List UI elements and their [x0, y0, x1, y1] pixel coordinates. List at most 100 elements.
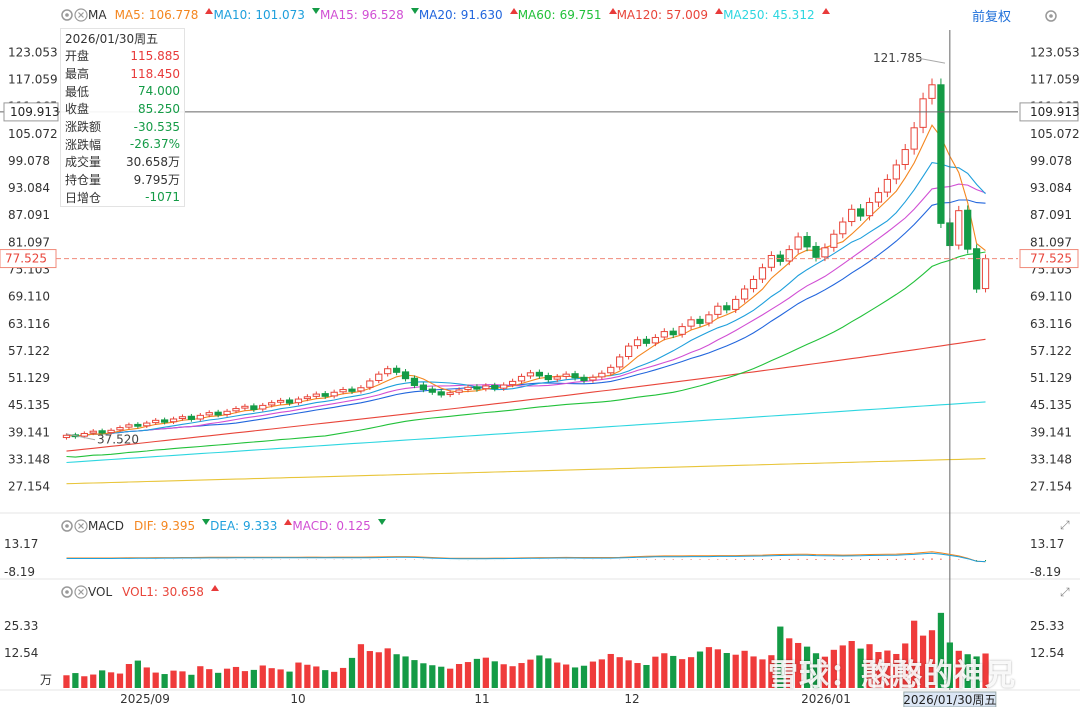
volume-bar	[866, 644, 873, 688]
volume-bar	[902, 643, 909, 688]
candle-up	[848, 208, 856, 223]
candle-up	[303, 396, 312, 400]
volume-bar	[500, 664, 507, 688]
ma-line-yellow	[66, 458, 986, 485]
candle-up	[500, 384, 508, 389]
settings-icon[interactable]	[60, 585, 74, 599]
crosshair-date-box	[903, 691, 997, 707]
volume-bar	[982, 653, 989, 688]
dea-line	[66, 552, 986, 563]
volume-bar	[464, 662, 472, 688]
candle-up	[892, 164, 900, 180]
settings-icon[interactable]	[60, 8, 74, 22]
volume-bar	[687, 657, 695, 688]
vol-indicator-name: VOL	[88, 585, 113, 599]
volume-bar	[90, 674, 97, 688]
adjust-button[interactable]: 前复权	[972, 10, 1012, 25]
candle-up	[526, 372, 535, 377]
candle-down	[134, 423, 142, 427]
ohlc-label: 最高	[65, 67, 90, 82]
ma_legend-legend-name-0: MA5:	[114, 8, 145, 22]
candle-up	[241, 405, 249, 409]
volume-bar	[750, 656, 757, 688]
candle-up	[883, 178, 892, 193]
candle-up	[910, 127, 918, 150]
price-tick-left: 87.091	[8, 208, 50, 222]
candle-up	[758, 267, 767, 280]
ma_legend-legend-name-2: MA15:	[319, 8, 358, 22]
last-price-right: 77.525	[1030, 252, 1072, 266]
ma_legend-legend-value-0: 106.778	[148, 8, 199, 22]
macd-legend: DIF: 9.395 DEA: 9.333 MACD: 0.125	[134, 519, 386, 533]
volume-bar	[625, 660, 632, 688]
candle-up	[294, 398, 303, 404]
price-tick-right: 81.097	[1030, 235, 1072, 249]
main-indicator-bar: MA MA5: 106.778 MA10: 101.073 MA15: 96.528 MA2…	[60, 4, 830, 26]
x-axis-label: 10	[290, 692, 305, 706]
expand-icon[interactable]: ⤢	[1060, 585, 1070, 599]
crosshair-price-left: 109.913	[10, 105, 60, 119]
volume-bar	[875, 652, 882, 688]
volume-bar	[795, 642, 802, 688]
candle-up	[919, 98, 927, 128]
volume-bar	[670, 655, 677, 688]
volume-bar	[634, 663, 641, 688]
volume-bar	[714, 649, 721, 688]
expand-icon[interactable]: ⤢	[1060, 518, 1070, 532]
candle-up	[482, 385, 490, 390]
triangle-down-icon	[377, 519, 386, 525]
candle-up	[981, 258, 990, 290]
crosshair-price-box-left	[3, 102, 59, 122]
volume-bar	[946, 642, 953, 688]
volume-bar	[884, 650, 891, 688]
volume-bar	[928, 630, 936, 688]
ma_legend-legend-name-6: MA250:	[723, 8, 769, 22]
ohlc-value: 30.658万	[126, 155, 180, 170]
ma-legend: MA5: 106.778 MA10: 101.073 MA15: 96.528 MA20: 9…	[115, 8, 830, 22]
ohlc-value: 85.250	[138, 101, 180, 116]
candle-up	[205, 412, 213, 416]
triangle-up-icon	[210, 585, 219, 591]
ohlc-row: 最高 118.450	[61, 65, 184, 83]
price-tick-left: 63.116	[8, 317, 50, 331]
candle-up	[357, 387, 365, 392]
volume-bar	[179, 671, 186, 688]
x-axis-label: 2025/09	[120, 692, 170, 706]
candle-down	[856, 208, 865, 217]
candle-up	[616, 356, 624, 368]
volume-bar	[821, 656, 829, 688]
price-tick-right: 39.141	[1030, 425, 1072, 439]
volume-bar	[134, 660, 141, 688]
volume-bar	[491, 661, 498, 688]
volume-bar	[402, 656, 409, 688]
close-icon[interactable]	[74, 8, 88, 22]
close-icon[interactable]	[74, 585, 88, 599]
candle-down	[410, 377, 419, 386]
volume-bar	[63, 675, 70, 688]
ma_legend-legend-value-6: 45.312	[772, 8, 815, 22]
settings-icon-right[interactable]	[1044, 8, 1058, 27]
macd.legend-legend-name-0: DIF:	[133, 519, 157, 533]
close-icon[interactable]	[74, 519, 88, 533]
volume-bar	[259, 665, 266, 688]
ma_legend-legend-name-3: MA20:	[418, 8, 457, 22]
volume-bar	[375, 652, 382, 688]
candle-up	[152, 419, 160, 424]
volume-bar	[580, 665, 588, 688]
triangle-down-icon	[410, 8, 419, 14]
candle-down	[321, 393, 329, 397]
candle-up	[366, 380, 374, 388]
vol-tick-mid-right: 12.54	[1030, 646, 1064, 660]
volume-bar	[482, 657, 489, 688]
price-tick-left: 117.059	[8, 73, 58, 87]
settings-icon[interactable]	[60, 519, 74, 533]
ma_legend-legend-name-5: MA120:	[616, 8, 663, 22]
volume-bar	[777, 626, 784, 688]
volume-bar	[366, 651, 373, 688]
macd.legend-legend-value-0: 9.395	[160, 519, 196, 533]
ohlc-value: 118.450	[130, 66, 180, 81]
candle-up	[865, 202, 874, 217]
candle-down	[98, 430, 106, 434]
candle-up	[553, 376, 561, 380]
